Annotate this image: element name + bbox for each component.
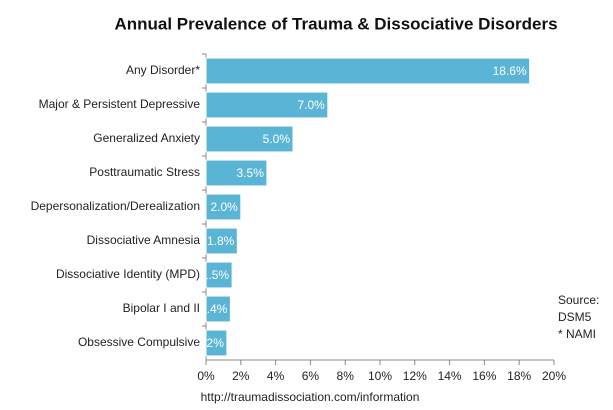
x-tick-label: 4% [267,369,285,383]
value-label: 1.8% [207,234,235,248]
bar [205,57,531,85]
source-note: Source: [558,293,599,307]
x-tick-label: 8% [337,369,355,383]
source-note: * NAMI [558,327,596,341]
y-tick-label: Dissociative Amnesia [87,233,201,247]
bar [205,295,231,323]
x-tick-label: 0% [197,369,215,383]
bar [205,159,268,187]
bar [205,329,228,357]
value-label: 2.0% [210,200,238,214]
value-label: 3.5% [237,166,265,180]
x-tick-label: 10% [368,369,392,383]
x-tick-label: 14% [438,369,462,383]
value-label: 5.0% [263,132,291,146]
value-label: 7.0% [297,98,325,112]
x-tick-label: 2% [232,369,250,383]
y-tick-label: Any Disorder* [126,63,200,77]
y-tick-label: Generalized Anxiety [93,131,200,145]
x-tick-label: 18% [507,369,531,383]
y-tick-label: Posttraumatic Stress [89,165,200,179]
y-tick-label: Major & Persistent Depressive [39,97,201,111]
chart-title: Annual Prevalence of Trauma & Dissociati… [114,14,557,33]
y-tick-label: Bipolar I and II [123,301,200,315]
source-note: DSM5 [558,310,592,324]
value-label: 1.2% [197,336,225,350]
y-tick-label: Obsessive Compulsive [78,335,200,349]
y-tick-label: Depersonalization/Derealization [31,199,200,213]
value-label: 1.4% [200,302,228,316]
bar [205,125,294,153]
footer: http://traumadissociation.com/informatio… [201,390,420,404]
x-tick-label: 6% [302,369,320,383]
y-tick-label: Dissociative Identity (MPD) [56,267,200,281]
bar [205,193,242,221]
value-label: 18.6% [493,64,527,78]
bar [205,227,238,255]
x-tick-label: 12% [403,369,427,383]
bar [205,91,329,119]
value-label: 1.5% [202,268,230,282]
x-tick-label: 16% [472,369,496,383]
bar [205,261,233,289]
x-tick-label: 20% [542,369,566,383]
